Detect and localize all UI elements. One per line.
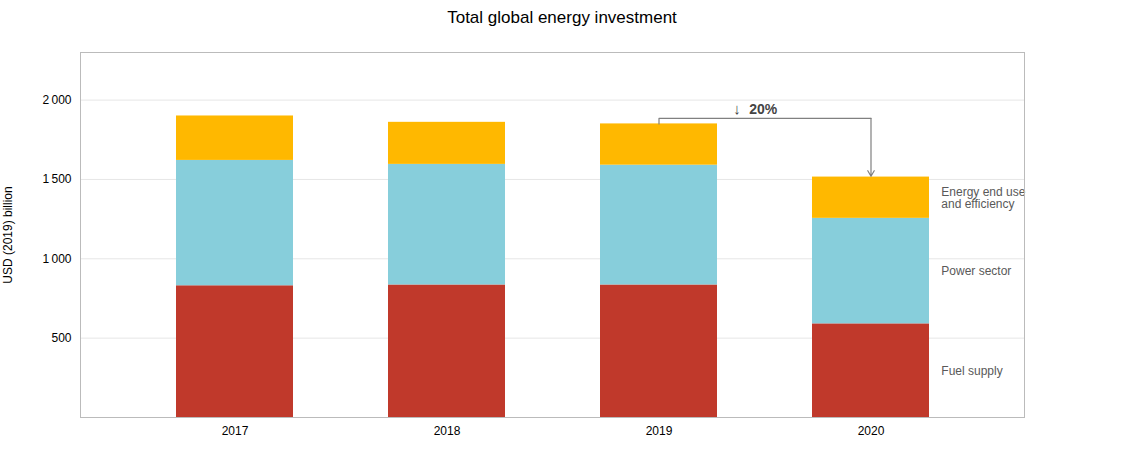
svg-text:Energy end useand efficiency: Energy end useand efficiency (941, 185, 1025, 211)
svg-text:2017: 2017 (222, 424, 249, 438)
html-text:Total global energy investment: Total global energy investment (447, 8, 677, 27)
svg-text:Fuel supply: Fuel supply (941, 364, 1002, 378)
svg-text:2019: 2019 (646, 424, 673, 438)
svg-text:2 000: 2 000 (42, 93, 71, 107)
svg-text:500: 500 (51, 331, 71, 345)
svg-text:2018: 2018 (434, 424, 461, 438)
svg-text:↓: ↓ (733, 100, 741, 117)
svg-text:1 500: 1 500 (42, 172, 71, 186)
svg-text:Power sector: Power sector (941, 264, 1011, 278)
svg-text:20%: 20% (749, 101, 778, 117)
svg-text:2020: 2020 (858, 424, 885, 438)
svg-text:USD (2019) billion: USD (2019) billion (1, 186, 15, 283)
svg-text:1 000: 1 000 (42, 252, 71, 266)
